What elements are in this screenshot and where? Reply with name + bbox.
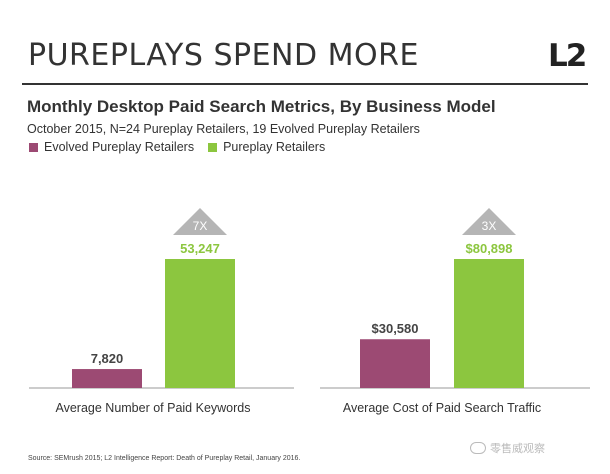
- bar-panel1-series2: [165, 259, 235, 388]
- chart-title: Monthly Desktop Paid Search Metrics, By …: [27, 97, 496, 116]
- data-label-panel1-series1: 7,820: [91, 351, 124, 366]
- bar-panel2-series1: [360, 339, 430, 388]
- source-note: Source: SEMrush 2015; L2 Intelligence Re…: [28, 455, 301, 462]
- page-headline: PUREPLAYS SPEND MORE: [28, 38, 419, 73]
- chat-bubble-icon: [470, 442, 486, 454]
- legend-item-pureplay: Pureplay Retailers: [208, 140, 325, 154]
- chart-legend: Evolved Pureplay Retailers Pureplay Reta…: [29, 140, 339, 154]
- data-label-panel1-series2: 53,247: [180, 241, 220, 256]
- data-label-panel2-series2: $80,898: [466, 241, 513, 256]
- watermark-text: 零售威观察: [490, 443, 545, 455]
- xlabel-panel-2: Average Cost of Paid Search Traffic: [343, 401, 541, 415]
- bar-panel2-series2: [454, 259, 524, 388]
- multiplier-triangle-2: [462, 208, 516, 235]
- multiplier-label-1: 7X: [193, 219, 208, 233]
- bar-panel1-series1: [72, 369, 142, 388]
- legend-item-evolved: Evolved Pureplay Retailers: [29, 140, 194, 154]
- l2-logo: L2: [548, 38, 587, 74]
- legend-swatch-evolved: [29, 142, 38, 152]
- watermark: 零售威观察: [470, 440, 545, 456]
- multiplier-triangle-1: [173, 208, 227, 235]
- chart-subtitle: October 2015, N=24 Pureplay Retailers, 1…: [27, 122, 420, 136]
- data-label-panel2-series1: $30,580: [372, 321, 419, 336]
- header-divider: [22, 83, 588, 85]
- xlabel-panel-1: Average Number of Paid Keywords: [55, 401, 250, 415]
- legend-label-pureplay: Pureplay Retailers: [223, 140, 326, 154]
- multiplier-label-2: 3X: [482, 219, 497, 233]
- legend-swatch-pureplay: [208, 142, 218, 152]
- legend-label-evolved: Evolved Pureplay Retailers: [44, 140, 195, 154]
